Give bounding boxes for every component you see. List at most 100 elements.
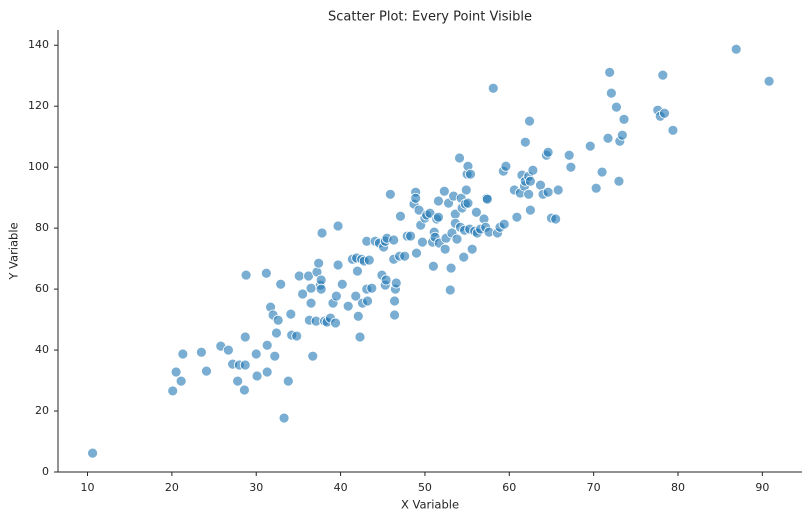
point: [411, 247, 422, 259]
point: [563, 149, 575, 161]
point: [596, 166, 608, 178]
point: [465, 168, 476, 180]
point: [470, 206, 482, 218]
point: [332, 259, 344, 271]
point: [269, 350, 281, 362]
point: [260, 267, 272, 279]
point: [659, 107, 670, 119]
point: [316, 227, 328, 239]
point: [239, 384, 250, 396]
point: [297, 288, 309, 300]
point: [177, 348, 189, 360]
point: [261, 339, 273, 351]
point: [240, 269, 252, 281]
y-tick-label: 120: [28, 99, 49, 112]
point: [399, 250, 411, 262]
point: [542, 146, 554, 158]
point: [380, 274, 392, 286]
y-tick-label: 40: [35, 343, 49, 356]
point: [330, 317, 341, 329]
point: [175, 375, 187, 387]
point: [222, 344, 234, 356]
point: [293, 270, 305, 282]
point: [524, 175, 536, 187]
point: [332, 220, 344, 232]
point: [362, 295, 373, 307]
point: [462, 197, 474, 209]
point: [605, 87, 617, 99]
point: [604, 66, 616, 78]
point: [239, 331, 251, 343]
x-axis-label: X Variable: [401, 498, 459, 512]
point: [170, 366, 182, 378]
point: [602, 132, 614, 144]
x-tick-label: 30: [249, 481, 263, 494]
point: [313, 257, 325, 269]
point: [523, 188, 535, 200]
point: [250, 348, 262, 360]
y-tick-label: 140: [28, 38, 49, 51]
point: [384, 188, 396, 200]
point: [278, 412, 290, 424]
point: [232, 375, 244, 387]
point: [336, 278, 348, 290]
point: [405, 230, 416, 242]
point: [584, 140, 596, 152]
point: [395, 210, 406, 222]
point: [763, 75, 775, 87]
point: [315, 274, 327, 286]
point: [616, 129, 628, 141]
point: [350, 290, 362, 302]
point: [201, 365, 212, 377]
point: [388, 234, 400, 246]
point: [352, 265, 363, 277]
point: [618, 113, 630, 125]
point: [417, 236, 428, 248]
point: [445, 262, 457, 274]
point: [366, 282, 378, 294]
point: [613, 175, 625, 187]
point: [552, 184, 564, 196]
y-tick-label: 100: [28, 160, 49, 173]
point: [291, 330, 303, 342]
point: [524, 115, 535, 127]
point: [389, 295, 400, 307]
point: [305, 297, 317, 309]
x-tick-label: 70: [587, 481, 601, 494]
point: [657, 69, 669, 81]
point: [433, 195, 444, 207]
point: [433, 211, 444, 223]
point: [410, 192, 422, 204]
point: [454, 152, 465, 164]
point: [481, 193, 493, 205]
point: [239, 359, 251, 371]
point: [427, 260, 439, 272]
x-tick-label: 20: [165, 481, 179, 494]
point: [354, 331, 366, 343]
x-tick-label: 90: [755, 481, 769, 494]
y-tick-label: 60: [35, 282, 49, 295]
x-tick-label: 40: [334, 481, 348, 494]
point: [460, 184, 472, 196]
point: [272, 314, 284, 326]
point: [730, 43, 742, 55]
point: [444, 284, 456, 296]
point: [590, 182, 602, 194]
point: [330, 290, 342, 302]
point: [315, 283, 327, 295]
point: [611, 101, 622, 113]
point: [413, 204, 425, 216]
y-axis-label: Y Variable: [7, 222, 21, 280]
point: [196, 346, 207, 358]
point: [261, 366, 273, 378]
point: [667, 124, 679, 136]
point: [565, 161, 577, 173]
point: [282, 375, 294, 387]
point: [271, 327, 282, 339]
point: [352, 310, 364, 322]
point: [458, 251, 470, 263]
point: [363, 254, 375, 266]
point: [451, 233, 463, 245]
point: [390, 277, 402, 289]
